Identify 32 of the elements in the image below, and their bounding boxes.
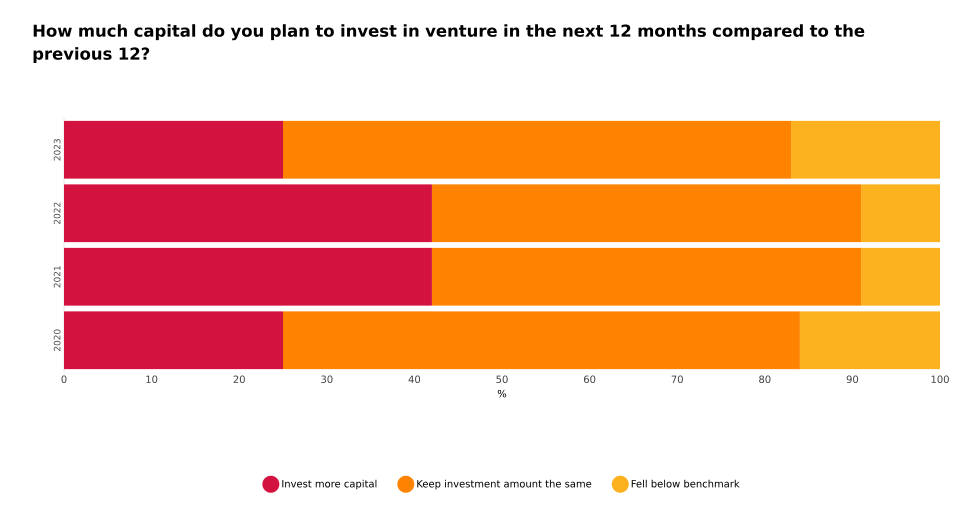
x-tick-label: 0 xyxy=(61,376,67,384)
x-tick-label: 90 xyxy=(846,376,858,384)
y-tick-label: 2020 xyxy=(54,329,60,352)
legend-label: Fell below benchmark xyxy=(632,480,740,488)
x-tick-label: 100 xyxy=(932,376,949,384)
y-tick-label: 2021 xyxy=(54,266,60,288)
y-tick-label: 2022 xyxy=(54,202,60,224)
y-tick-label: 2023 xyxy=(54,139,60,160)
bar xyxy=(791,120,940,179)
x-tick-label: 50 xyxy=(496,376,508,384)
x-tick-label: 20 xyxy=(234,376,245,384)
x-tick-label: 10 xyxy=(146,376,158,384)
bar xyxy=(64,184,432,242)
legend-label: Invest more capital xyxy=(282,480,376,490)
bar xyxy=(432,184,862,242)
x-tick-label: 30 xyxy=(321,376,332,384)
bar xyxy=(861,184,940,242)
bar xyxy=(861,248,940,306)
x-axis-title: % xyxy=(498,390,506,398)
bar xyxy=(64,311,284,370)
bar xyxy=(283,311,800,370)
bar xyxy=(800,311,940,370)
x-tick-label: 40 xyxy=(408,376,420,384)
x-tick-label: 70 xyxy=(672,376,683,384)
bar xyxy=(64,120,284,179)
bar xyxy=(283,120,792,179)
x-tick-label: 60 xyxy=(584,376,596,384)
bar xyxy=(432,248,862,306)
bar xyxy=(64,248,432,306)
legend-label: Keep investment amount the same xyxy=(417,480,592,490)
x-tick-label: 80 xyxy=(759,376,770,384)
chart-title: How much capital do you plan to invest in venture in the next 12 months compared to the previous 12? xyxy=(34,24,864,64)
